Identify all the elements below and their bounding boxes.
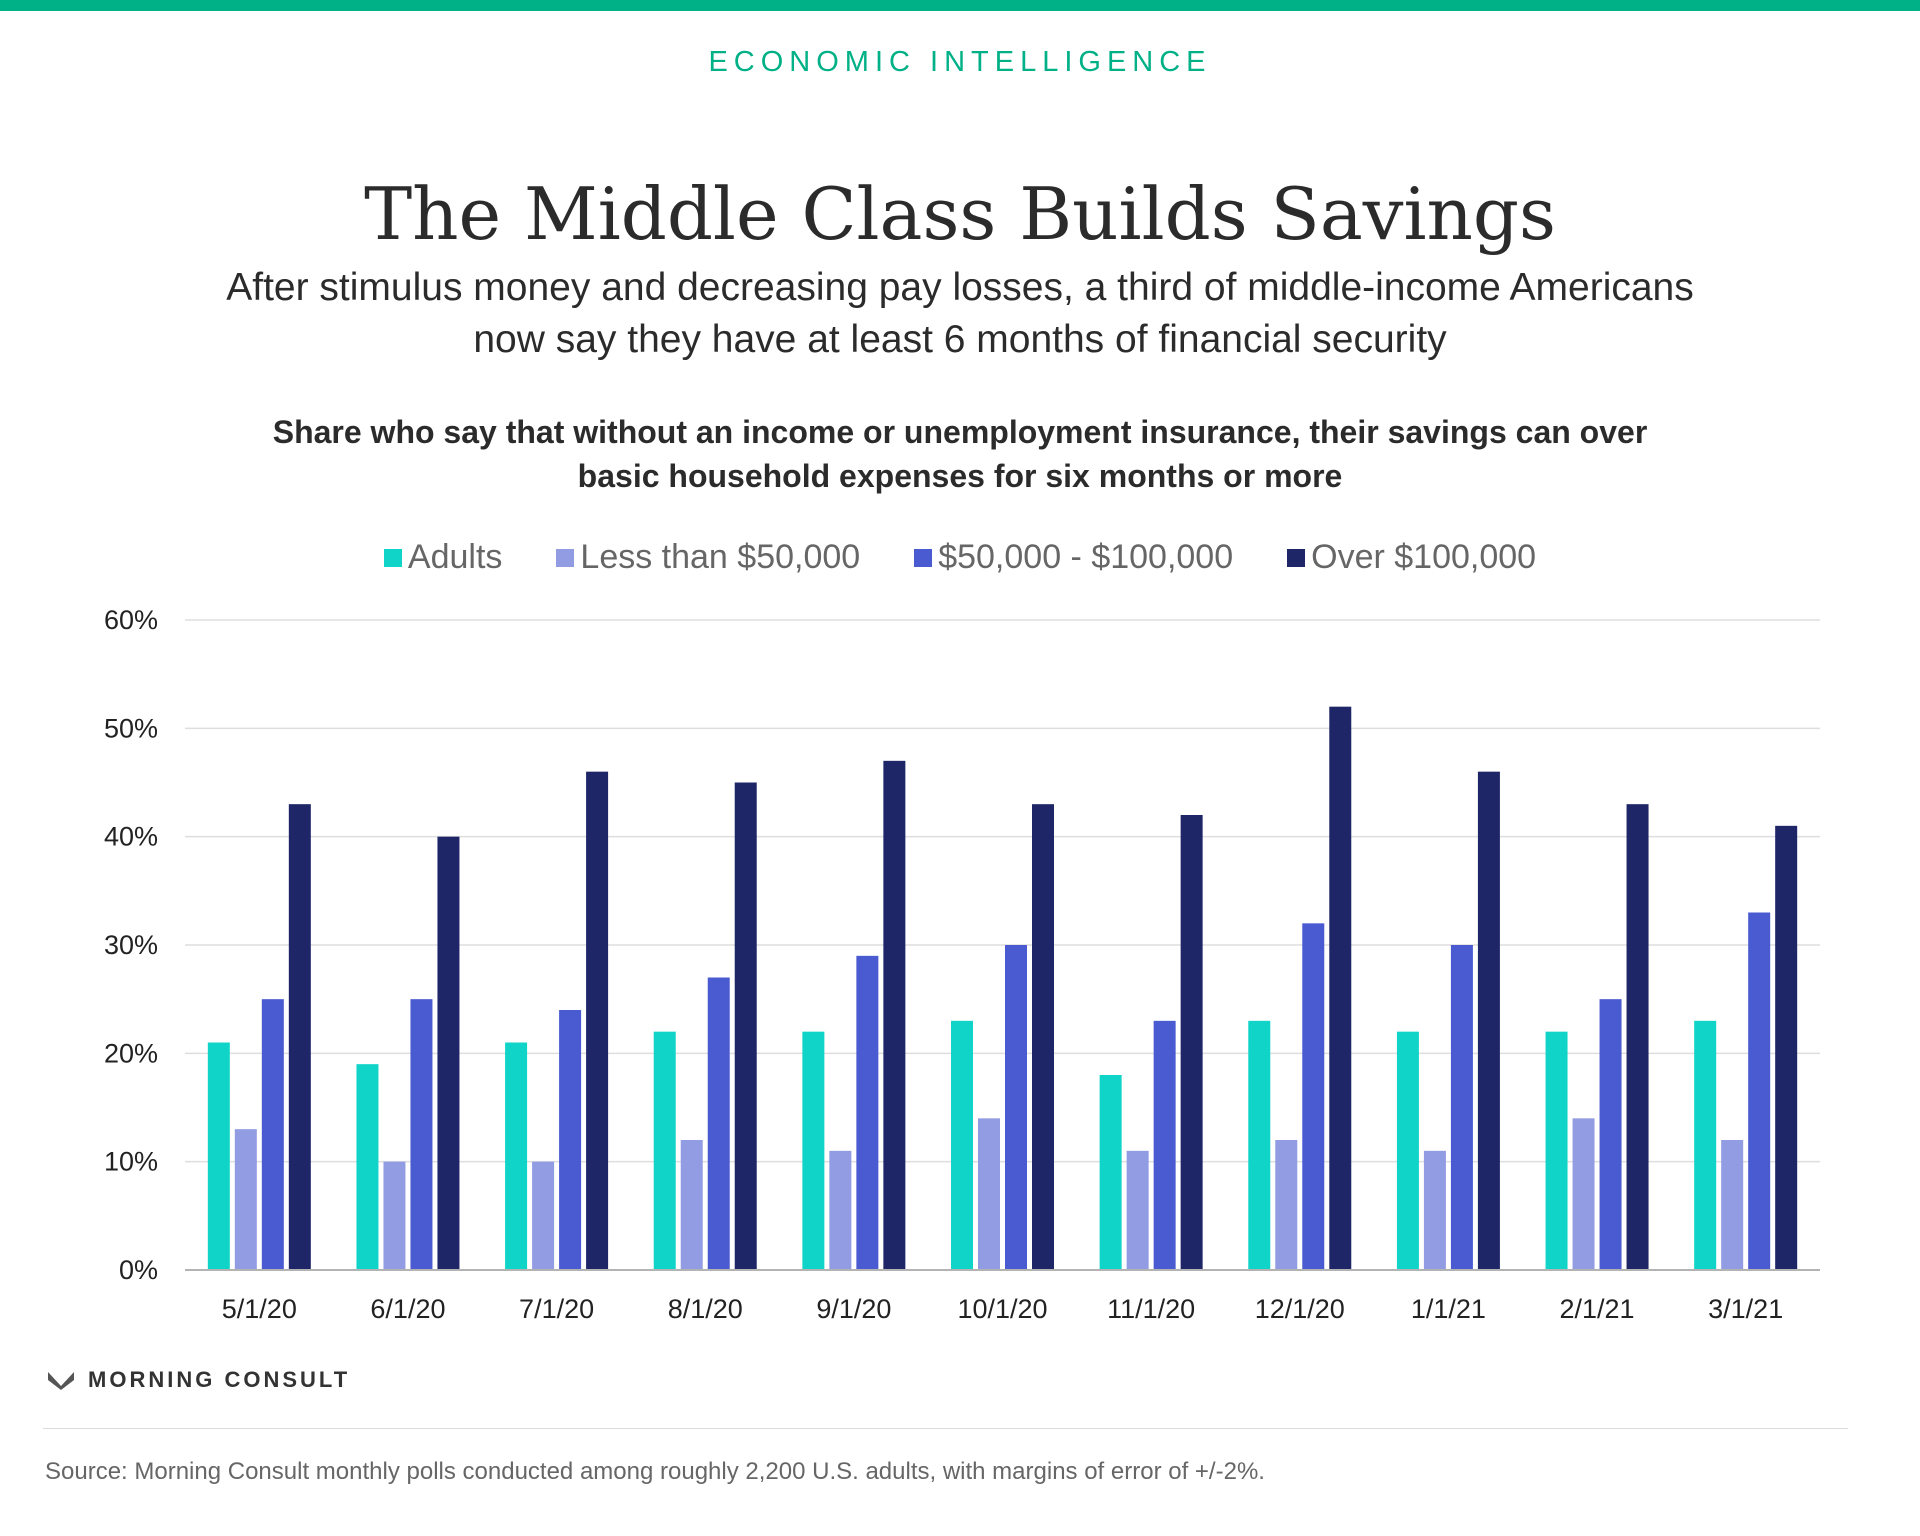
y-tick-label: 0% (119, 1255, 158, 1285)
bar-over-100-000-2 (586, 771, 609, 1270)
legend-label-under-50k: Less than $50,000 (580, 538, 861, 576)
bar-over-100-000-1 (437, 836, 460, 1270)
bar-over-100-000-7 (1329, 706, 1352, 1270)
legend-item-over-100k: Over $100,000 (1287, 538, 1536, 577)
bar--50-000-100-000-7 (1302, 923, 1325, 1270)
legend-swatch-over-100k (1287, 548, 1306, 567)
logo-text: MORNING CONSULT (88, 1367, 351, 1392)
x-tick-label: 1/1/21 (1411, 1294, 1486, 1324)
bar--50-000-100-000-4 (856, 955, 879, 1270)
legend-item-under-50k: Less than $50,000 (556, 538, 860, 577)
bar-less-than-50-000-4 (829, 1150, 852, 1270)
bar-chart: 0% 10% 20% 30% 40% 50% 60% 5/1/20 6/1/20 7/1/20 8/… (104, 605, 1820, 1324)
logo-m-icon (48, 1372, 74, 1390)
bar-adults-10 (1694, 1020, 1717, 1270)
page-title: The Middle Class Builds Savings (364, 172, 1556, 256)
bar--50-000-100-000-3 (707, 977, 730, 1270)
x-tick-label: 10/1/20 (957, 1294, 1047, 1324)
bar-less-than-50-000-6 (1126, 1150, 1149, 1270)
morning-consult-logo: MORNING CONSULT (46, 1367, 350, 1393)
bar--50-000-100-000-9 (1599, 999, 1622, 1270)
legend-label-50k-100k: $50,000 - $100,000 (938, 538, 1234, 576)
legend-swatch-under-50k (556, 548, 575, 567)
x-tick-label: 12/1/20 (1255, 1294, 1345, 1324)
x-tick-label: 8/1/20 (668, 1294, 743, 1324)
bar-adults-6 (1099, 1075, 1122, 1270)
y-tick-label: 40% (104, 822, 158, 852)
bar--50-000-100-000-5 (1005, 945, 1027, 1270)
bar--50-000-100-000-2 (559, 1010, 582, 1270)
bar-less-than-50-000-8 (1423, 1150, 1446, 1270)
bar-over-100-000-10 (1775, 825, 1798, 1270)
legend-label-over-100k: Over $100,000 (1311, 538, 1537, 576)
bar-less-than-50-000-3 (680, 1140, 703, 1270)
bar--50-000-100-000-1 (410, 999, 433, 1270)
bar-less-than-50-000-0 (234, 1129, 257, 1270)
bar-over-100-000-4 (883, 760, 906, 1270)
x-tick-label: 5/1/20 (222, 1294, 297, 1324)
x-tick-label: 6/1/20 (370, 1294, 445, 1324)
bar-less-than-50-000-2 (532, 1161, 555, 1270)
source-note: Source: Morning Consult monthly polls co… (45, 1458, 1265, 1485)
bar-adults-3 (653, 1031, 676, 1270)
bar-over-100-000-9 (1626, 804, 1649, 1270)
bar-adults-7 (1248, 1020, 1271, 1270)
bar-adults-2 (505, 1042, 528, 1270)
legend-swatch-50k-100k (914, 548, 933, 567)
bar-adults-5 (951, 1020, 973, 1270)
y-tick-label: 10% (104, 1147, 158, 1177)
x-tick-label: 11/1/20 (1107, 1294, 1195, 1324)
y-tick-label: 20% (104, 1038, 158, 1068)
bar-over-100-000-6 (1180, 815, 1203, 1270)
legend-label-adults: Adults (407, 538, 503, 576)
bar--50-000-100-000-6 (1153, 1020, 1176, 1270)
footer-divider (43, 1428, 1848, 1429)
bar--50-000-100-000-0 (261, 999, 284, 1270)
bar-adults-4 (802, 1031, 825, 1270)
bar-over-100-000-0 (288, 804, 311, 1270)
bar--50-000-100-000-8 (1450, 945, 1473, 1270)
legend-swatch-adults (383, 548, 402, 567)
bar-over-100-000-8 (1477, 771, 1500, 1270)
x-tick-label: 2/1/21 (1560, 1294, 1635, 1324)
chart-legend: Adults Less than $50,000 $50,000 - $100,… (0, 538, 1920, 577)
y-tick-label: 60% (104, 605, 158, 635)
bar-less-than-50-000-5 (978, 1118, 1000, 1270)
subtitle: After stimulus money and decreasing pay … (226, 266, 1694, 361)
x-tick-label: 7/1/20 (519, 1294, 594, 1324)
legend-item-adults: Adults (383, 538, 503, 577)
y-tick-label: 50% (104, 713, 158, 743)
bar-less-than-50-000-7 (1275, 1140, 1298, 1270)
chart-description: Share who say that without an income or … (272, 414, 1648, 494)
legend-item-50k-100k: $50,000 - $100,000 (914, 538, 1233, 577)
bar-less-than-50-000-9 (1572, 1118, 1595, 1270)
bar--50-000-100-000-10 (1748, 912, 1771, 1270)
bar-less-than-50-000-1 (383, 1161, 406, 1270)
kicker: ECONOMIC INTELLIGENCE (708, 46, 1212, 78)
bar-adults-8 (1396, 1031, 1419, 1270)
top-accent-bar (0, 0, 1920, 11)
bar-adults-9 (1545, 1031, 1568, 1270)
bar-adults-1 (356, 1064, 379, 1270)
bar-adults-0 (207, 1042, 230, 1270)
bar-over-100-000-3 (734, 782, 757, 1270)
x-tick-label: 3/1/21 (1708, 1294, 1783, 1324)
bar-over-100-000-5 (1032, 804, 1054, 1270)
bar-less-than-50-000-10 (1721, 1140, 1744, 1270)
x-tick-label: 9/1/20 (816, 1294, 891, 1324)
y-tick-label: 30% (104, 930, 158, 960)
